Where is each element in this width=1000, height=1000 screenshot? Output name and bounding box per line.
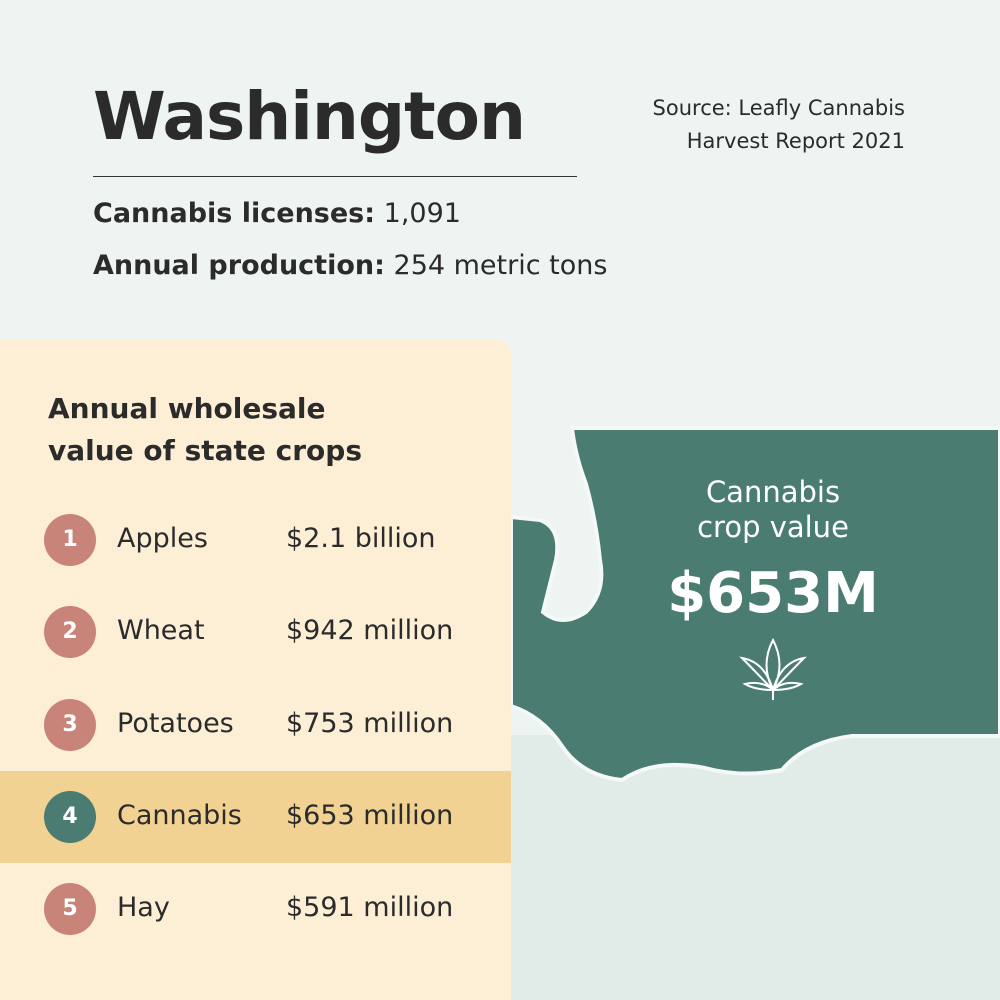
leaf-icon <box>739 637 807 700</box>
crop-name: Hay <box>117 892 170 924</box>
divider <box>93 176 577 177</box>
crop-name: Cannabis <box>117 799 242 831</box>
crop-value: $591 million <box>286 892 454 924</box>
map-ground <box>511 735 1000 1000</box>
stat-value: 254 metric tons <box>393 250 608 281</box>
table-row: 3 Potatoes $753 million <box>0 679 511 771</box>
crop-value: $653 million <box>286 799 454 831</box>
stat-label: Cannabis licenses: <box>93 198 376 229</box>
crop-name: Potatoes <box>117 707 234 739</box>
card-title: Annual wholesale <box>48 392 326 425</box>
table-row: 2 Wheat $942 million <box>0 586 511 678</box>
table-row: 4 Cannabis $653 million <box>0 770 511 863</box>
rank-badge: 4 <box>44 790 96 843</box>
table-row: 5 Hay $591 million <box>0 863 511 955</box>
map-label: crop value <box>697 510 849 544</box>
source: Harvest Report 2021 <box>686 129 905 153</box>
title: Washington <box>93 78 526 155</box>
rank-badge: 5 <box>44 883 96 936</box>
rank-badge: 1 <box>44 514 96 566</box>
stat: Cannabis licenses: 1,091 <box>93 198 461 229</box>
map-value: $653M <box>667 561 879 626</box>
table-row: 1 Apples $2.1 billion <box>0 494 511 586</box>
crop-value: $753 million <box>286 707 454 739</box>
crop-value: $2.1 billion <box>286 523 436 554</box>
crop-name: Wheat <box>117 615 205 647</box>
rank-badge: 3 <box>44 698 96 751</box>
state-shape <box>509 426 1000 783</box>
map-label: Cannabis <box>706 475 840 509</box>
stat: Annual production: 254 metric tons <box>93 250 607 281</box>
stat-label: Annual production: <box>93 250 385 281</box>
source: Source: Leafly Cannabis <box>652 96 905 120</box>
stat-value: 1,091 <box>383 198 461 229</box>
crop-value: $942 million <box>286 615 454 647</box>
crop-name: Apples <box>117 523 208 554</box>
card-title: value of state crops <box>48 434 363 467</box>
rank-badge: 2 <box>44 606 96 659</box>
